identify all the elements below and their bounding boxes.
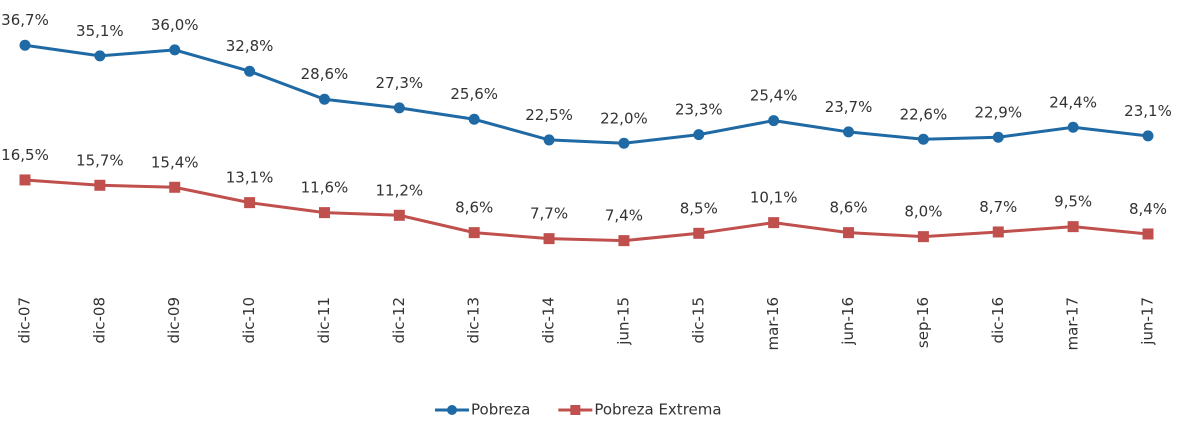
data-label: 27,3% <box>376 74 424 92</box>
line <box>24 178 1149 243</box>
marker <box>768 217 780 229</box>
data-label: 8,4% <box>1129 200 1167 218</box>
marker <box>393 102 405 114</box>
marker <box>169 44 181 56</box>
marker <box>843 126 855 138</box>
data-label: 10,1% <box>750 189 798 207</box>
data-label: 7,7% <box>530 205 568 223</box>
x-tick-label: dic-07 <box>16 297 34 343</box>
data-label: 23,7% <box>825 98 873 116</box>
marker <box>1067 121 1079 133</box>
marker <box>244 65 256 77</box>
marker <box>843 227 855 239</box>
data-label: 16,5% <box>1 146 49 164</box>
data-label: 22,5% <box>525 106 573 124</box>
x-tick-label: jun-16 <box>839 297 857 346</box>
data-label: 22,0% <box>600 109 648 127</box>
x-tick-label: dic-08 <box>90 297 108 343</box>
marker <box>1067 221 1079 233</box>
line <box>24 43 1149 145</box>
x-tick-label: dic-14 <box>540 297 558 343</box>
marker <box>618 235 630 247</box>
x-tick-label: mar-16 <box>764 297 782 351</box>
x-tick-label: jun-15 <box>614 297 632 346</box>
x-tick-label: dic-16 <box>989 297 1007 343</box>
x-tick-label: dic-12 <box>390 297 408 343</box>
marker <box>693 227 705 239</box>
marker <box>992 226 1004 238</box>
data-label: 7,4% <box>605 207 643 225</box>
data-label: 23,1% <box>1124 102 1172 120</box>
data-label: 8,0% <box>904 203 942 221</box>
x-tick-label: mar-17 <box>1064 297 1082 351</box>
marker <box>693 129 705 141</box>
legend-label: Pobreza <box>471 401 530 419</box>
marker <box>1142 228 1154 240</box>
marker <box>94 50 106 62</box>
data-label: 22,9% <box>974 103 1022 121</box>
data-label: 35,1% <box>76 22 124 40</box>
marker <box>318 207 330 219</box>
data-label: 32,8% <box>226 37 274 55</box>
data-label: 36,0% <box>151 16 199 34</box>
marker <box>19 39 31 51</box>
data-label: 11,2% <box>376 181 424 199</box>
x-tick-label: dic-11 <box>315 297 333 343</box>
marker <box>468 113 480 125</box>
data-label: 11,6% <box>301 179 349 197</box>
data-label: 25,4% <box>750 87 798 105</box>
data-label: 25,6% <box>450 85 498 103</box>
x-tick-label: jun-17 <box>1139 297 1157 346</box>
x-tick-label: dic-09 <box>165 297 183 343</box>
marker <box>169 181 181 193</box>
marker <box>94 179 106 191</box>
marker <box>468 227 480 239</box>
data-label: 24,4% <box>1049 93 1097 111</box>
data-label: 13,1% <box>226 169 274 187</box>
marker <box>917 133 929 145</box>
marker <box>19 174 31 186</box>
x-tick-label: sep-16 <box>914 297 932 348</box>
data-label: 28,6% <box>301 65 349 83</box>
legend-marker <box>570 405 581 415</box>
data-label: 23,3% <box>675 101 723 119</box>
data-label: 36,7% <box>1 11 49 29</box>
legend-marker <box>447 405 457 415</box>
data-label: 8,7% <box>979 198 1017 216</box>
marker <box>1142 130 1154 142</box>
marker <box>543 233 555 245</box>
marker <box>543 134 555 146</box>
marker <box>318 93 330 105</box>
marker <box>393 209 405 221</box>
data-label: 8,6% <box>455 199 493 217</box>
data-label: 9,5% <box>1054 193 1092 211</box>
x-tick-label: dic-15 <box>689 297 707 343</box>
marker <box>917 231 929 243</box>
x-tick-label: dic-10 <box>240 297 258 343</box>
marker <box>768 115 780 127</box>
data-label: 15,4% <box>151 153 199 171</box>
data-label: 22,6% <box>900 105 948 123</box>
data-label: 8,6% <box>829 199 867 217</box>
marker <box>992 131 1004 143</box>
x-tick-label: dic-13 <box>465 297 483 343</box>
data-label: 8,5% <box>680 199 718 217</box>
marker <box>244 197 256 209</box>
marker <box>618 137 630 149</box>
legend-label: Pobreza Extrema <box>594 401 721 419</box>
data-label: 15,7% <box>76 151 124 169</box>
